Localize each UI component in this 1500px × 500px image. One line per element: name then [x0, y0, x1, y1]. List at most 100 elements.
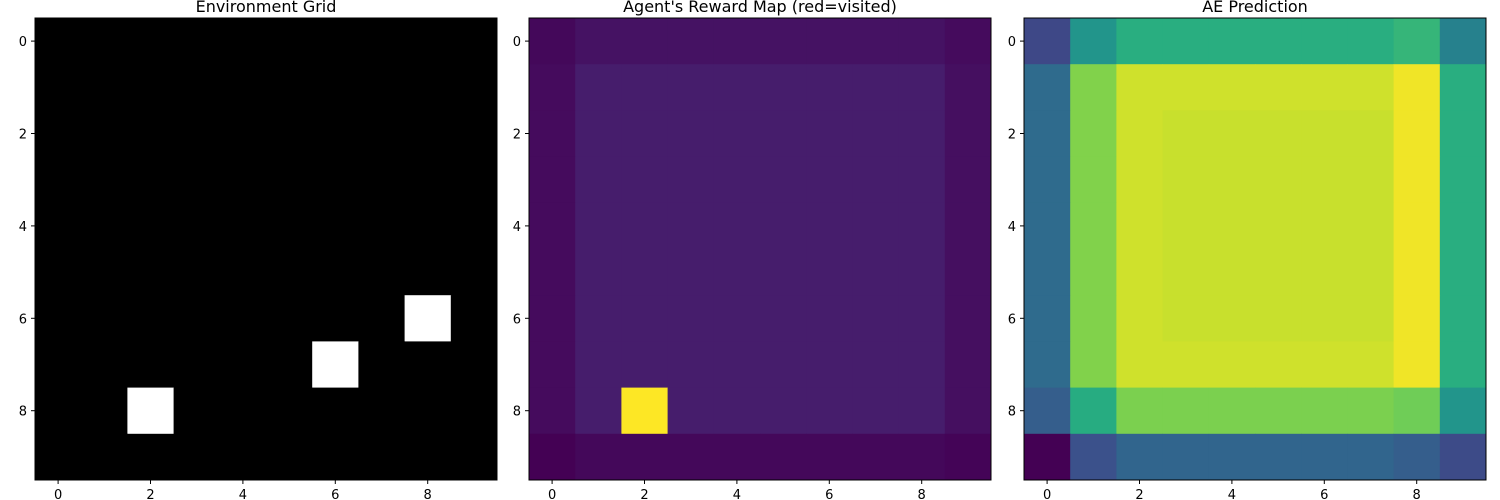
- heatmap-cell: [1255, 110, 1302, 157]
- heatmap-cell: [312, 202, 359, 250]
- x-tick-label: 0: [548, 488, 556, 500]
- heatmap-cell: [621, 433, 668, 481]
- heatmap-cell: [219, 156, 267, 204]
- heatmap-cell: [760, 249, 807, 296]
- heatmap-cell: [944, 110, 992, 157]
- x-tick-label: 8: [424, 488, 432, 500]
- heatmap-cell: [1347, 295, 1394, 342]
- heatmap-cell: [1208, 433, 1256, 481]
- heatmap-cell: [219, 249, 267, 296]
- heatmap-cell: [358, 156, 405, 204]
- heatmap-cell: [621, 18, 668, 65]
- heatmap-cell: [1439, 18, 1487, 65]
- y-tick-label: 4: [513, 220, 521, 235]
- y-tick-label: 6: [19, 312, 27, 327]
- heatmap-cell: [575, 110, 622, 157]
- heatmap-cell: [35, 18, 82, 65]
- heatmap-cell: [173, 110, 221, 157]
- x-tick-label: 0: [1043, 488, 1051, 500]
- heatmap-cell: [529, 110, 576, 157]
- panel-title: AE Prediction: [1202, 0, 1308, 16]
- heatmap-cell: [944, 249, 992, 296]
- heatmap-cell: [529, 295, 576, 342]
- heatmap-cell: [1208, 387, 1256, 435]
- heatmap-cell: [358, 433, 405, 481]
- heatmap-cell: [1439, 433, 1487, 481]
- heatmap-cell: [1116, 202, 1163, 250]
- heatmap-cell: [1439, 341, 1487, 388]
- heatmap-cell: [760, 341, 807, 388]
- heatmap-cell: [1393, 295, 1441, 342]
- heatmap-cell: [1208, 202, 1256, 250]
- heatmap-cell: [1162, 64, 1210, 111]
- heatmap-cell: [35, 341, 82, 388]
- heatmap-cell: [575, 249, 622, 296]
- heatmap-cell: [1439, 202, 1487, 250]
- heatmap-cell: [667, 64, 715, 111]
- heatmap-cell: [1162, 433, 1210, 481]
- heatmap-cell: [1208, 64, 1256, 111]
- heatmap-cell: [1255, 387, 1302, 435]
- heatmap-cell: [529, 249, 576, 296]
- heatmap-cell: [944, 295, 992, 342]
- heatmap-cell: [1162, 387, 1210, 435]
- heatmap-cell: [127, 202, 174, 250]
- heatmap-cell: [575, 202, 622, 250]
- heatmap-cell: [1208, 110, 1256, 157]
- heatmap-cell: [1255, 156, 1302, 204]
- heatmap-cell: [1347, 249, 1394, 296]
- heatmap-cell: [1070, 18, 1117, 65]
- heatmap-cell: [358, 341, 405, 388]
- heatmap-cell: [219, 18, 267, 65]
- heatmap-cell: [898, 110, 946, 157]
- heatmap-cell: [1070, 202, 1117, 250]
- heatmap-cell: [713, 18, 761, 65]
- heatmap-cell: [852, 18, 899, 65]
- heatmap-cell: [1070, 295, 1117, 342]
- heatmap-cell: [35, 387, 82, 435]
- heatmap-cell: [266, 433, 313, 481]
- heatmap-cell: [312, 433, 359, 481]
- heatmap-cell: [173, 341, 221, 388]
- heatmap-cell: [35, 295, 82, 342]
- x-tick-label: 6: [1320, 488, 1328, 500]
- heatmap-cell: [898, 433, 946, 481]
- heatmap-cell: [358, 18, 405, 65]
- heatmap-cell: [1301, 110, 1348, 157]
- heatmap-cell: [81, 18, 128, 65]
- heatmap-cell: [529, 433, 576, 481]
- heatmap-cell: [312, 249, 359, 296]
- heatmap-cell: [404, 341, 452, 388]
- x-tick-label: 2: [146, 488, 154, 500]
- heatmap-cell: [358, 249, 405, 296]
- heatmap-cell: [1301, 387, 1348, 435]
- heatmap-cell: [713, 156, 761, 204]
- heatmap-cell: [852, 249, 899, 296]
- heatmap-cell: [127, 387, 174, 435]
- heatmap-cell: [81, 64, 128, 111]
- heatmap-cell: [1116, 249, 1163, 296]
- heatmap-cell: [529, 387, 576, 435]
- heatmap-cell: [1255, 295, 1302, 342]
- heatmap-cell: [898, 295, 946, 342]
- heatmap-cell: [404, 295, 452, 342]
- heatmap-cell: [1347, 433, 1394, 481]
- heatmap-cell: [1393, 341, 1441, 388]
- heatmap-cell: [1116, 18, 1163, 65]
- heatmap-cell: [35, 110, 82, 157]
- heatmap-cell: [450, 433, 498, 481]
- heatmap-cell: [450, 202, 498, 250]
- heatmap-cell: [1393, 110, 1441, 157]
- heatmap-cell: [312, 295, 359, 342]
- heatmap-cell: [575, 341, 622, 388]
- heatmap-cell: [266, 249, 313, 296]
- heatmap-cell: [1116, 295, 1163, 342]
- heatmap-cell: [1393, 64, 1441, 111]
- heatmap-cell: [219, 202, 267, 250]
- heatmap-cell: [1393, 156, 1441, 204]
- heatmap-cell: [1070, 433, 1117, 481]
- heatmap-cell: [806, 64, 853, 111]
- heatmap-cell: [1393, 202, 1441, 250]
- heatmap-cell: [1301, 433, 1348, 481]
